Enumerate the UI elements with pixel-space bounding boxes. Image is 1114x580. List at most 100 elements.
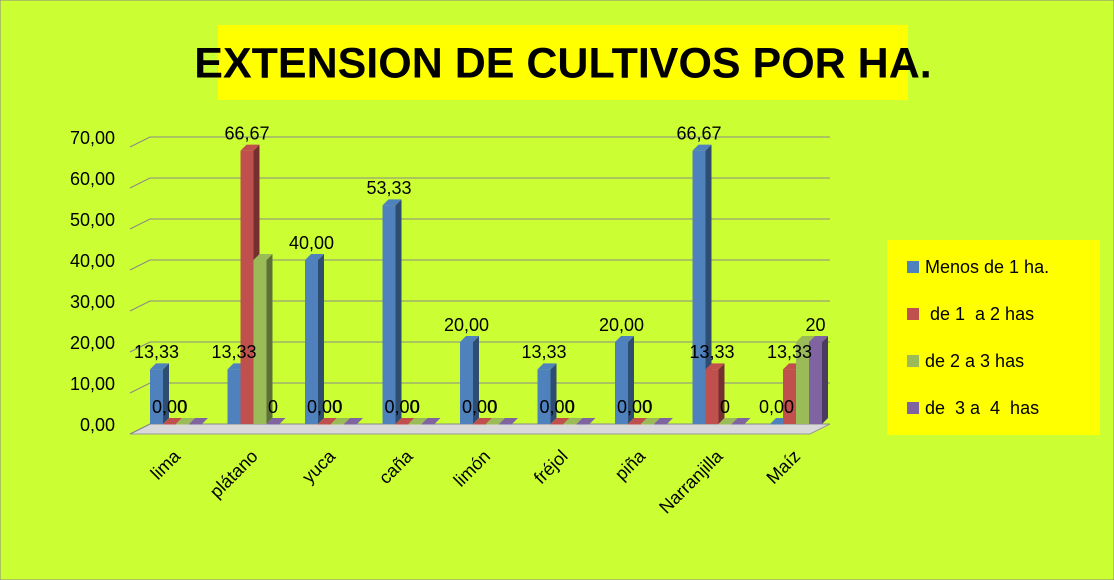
bar-top <box>253 254 273 260</box>
bar <box>189 424 202 425</box>
bar-top <box>486 418 505 424</box>
bar <box>266 424 280 425</box>
legend-box <box>887 240 1100 435</box>
grid-line <box>129 341 830 353</box>
bar-side <box>718 363 725 424</box>
bar-top <box>305 254 324 260</box>
bar-side <box>822 336 828 424</box>
data-label: 0 <box>720 397 730 417</box>
bar-top <box>473 418 492 424</box>
bar <box>628 424 641 425</box>
bar-top <box>331 418 350 424</box>
data-label: 0,00 <box>384 397 419 417</box>
bar-top <box>150 363 169 370</box>
bar <box>240 150 254 424</box>
data-label: 0 <box>177 397 187 417</box>
bar <box>550 424 564 425</box>
bar <box>537 369 551 424</box>
floor <box>129 423 831 435</box>
bar <box>692 150 706 424</box>
bar <box>718 424 732 425</box>
bar <box>783 369 796 424</box>
bar <box>615 342 628 424</box>
data-label: 0,00 <box>539 397 574 417</box>
bar-top <box>615 336 634 342</box>
legend-swatch <box>907 308 919 320</box>
data-label: 0 <box>642 397 652 417</box>
legend-label: Menos de 1 ha. <box>925 257 1049 277</box>
bar-top <box>705 363 725 370</box>
bar <box>163 424 176 425</box>
bar <box>176 424 189 425</box>
bar-top <box>654 418 673 424</box>
bar <box>563 424 577 425</box>
bar-top <box>576 418 596 424</box>
bar-top <box>641 418 660 424</box>
bar-side <box>395 199 402 424</box>
data-label: 0 <box>565 397 575 417</box>
data-label: 40,00 <box>289 233 334 253</box>
grid-line <box>129 300 830 312</box>
data-label: 20,00 <box>444 315 489 335</box>
bar-top <box>731 418 751 424</box>
data-label: 13,33 <box>211 342 256 362</box>
data-label: 13,33 <box>521 342 566 362</box>
legend-swatch <box>907 261 919 273</box>
data-label: 0 <box>268 397 278 417</box>
grid-line <box>129 218 830 230</box>
legend-label: de 3 a 4 has <box>925 398 1039 418</box>
bar <box>344 424 357 425</box>
data-label: 0,00 <box>617 397 652 417</box>
bar-side <box>266 254 273 424</box>
bar-top <box>240 144 260 151</box>
bar-top <box>692 144 712 151</box>
bar <box>460 342 473 424</box>
y-tick-label: 60,00 <box>70 169 115 189</box>
data-label: 0 <box>410 397 420 417</box>
bar-top <box>499 418 518 424</box>
bar <box>486 424 499 425</box>
data-label: 20,00 <box>599 315 644 335</box>
grid-line <box>129 136 830 148</box>
bar-top <box>408 418 428 424</box>
data-label: 13,33 <box>767 342 812 362</box>
data-label: 0 <box>332 397 342 417</box>
bar-top <box>382 199 402 206</box>
bar <box>318 424 331 425</box>
y-tick-label: 10,00 <box>70 374 115 394</box>
y-tick-label: 20,00 <box>70 333 115 353</box>
title-box <box>218 25 908 100</box>
bar-top <box>189 418 208 424</box>
bar <box>331 424 344 425</box>
grid-line <box>129 259 830 271</box>
bar <box>654 424 667 425</box>
bar-top <box>809 336 828 342</box>
bar <box>421 424 435 425</box>
bar <box>796 342 809 424</box>
chart-title: EXTENSION DE CULTIVOS POR HA. <box>194 39 931 87</box>
y-tick-label: 70,00 <box>70 128 115 148</box>
bar <box>770 424 783 425</box>
bar-top <box>266 418 286 424</box>
bar-top <box>718 418 738 424</box>
data-label: 20 <box>805 315 825 335</box>
bar-side <box>628 336 634 424</box>
bar-top <box>318 418 337 424</box>
bar-side <box>318 254 324 424</box>
bar <box>305 260 318 424</box>
bar-top <box>550 418 570 424</box>
legend-swatch <box>907 402 919 414</box>
y-tick-label: 30,00 <box>70 292 115 312</box>
legend-label: de 1 a 2 has <box>925 304 1034 324</box>
bar <box>253 260 267 424</box>
data-label: 0,00 <box>307 397 342 417</box>
y-tick-label: 0,00 <box>80 415 115 435</box>
data-label: 13,33 <box>134 342 179 362</box>
data-label: 66,67 <box>676 123 721 143</box>
bar-top <box>421 418 441 424</box>
data-label: 13,33 <box>689 342 734 362</box>
bar <box>705 369 719 424</box>
bar <box>227 369 241 424</box>
bar-side <box>163 363 169 424</box>
bar <box>395 424 409 425</box>
